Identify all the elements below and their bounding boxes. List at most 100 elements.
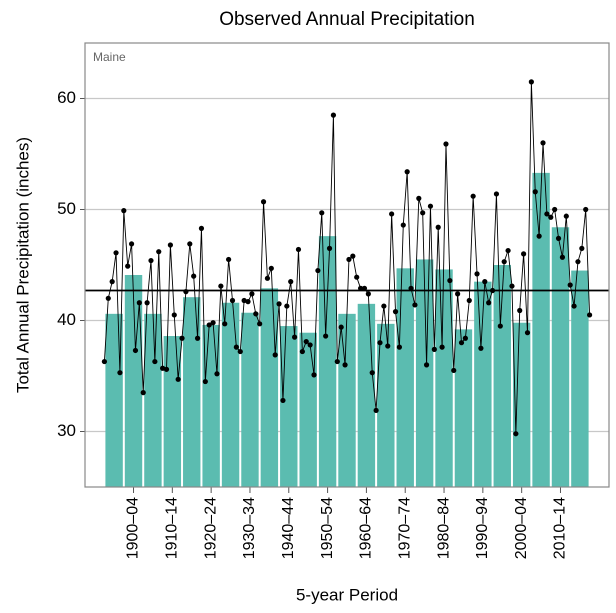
x-tick-label: 1970–74 bbox=[396, 497, 413, 559]
annual-point bbox=[202, 378, 208, 385]
annual-point bbox=[330, 112, 337, 118]
annual-point bbox=[179, 335, 185, 341]
annual-point bbox=[555, 235, 562, 241]
annual-point bbox=[392, 309, 399, 315]
annual-point bbox=[509, 283, 515, 289]
annual-point bbox=[206, 322, 212, 328]
y-tick-label: 30 bbox=[57, 421, 76, 440]
annual-point bbox=[532, 189, 538, 195]
bar bbox=[474, 281, 492, 487]
annual-point bbox=[455, 291, 461, 297]
annual-point bbox=[482, 279, 488, 285]
annual-point bbox=[295, 246, 302, 253]
y-tick-label: 40 bbox=[57, 310, 76, 329]
annual-point bbox=[117, 370, 123, 376]
annual-point bbox=[575, 259, 581, 265]
annual-point bbox=[489, 287, 496, 294]
annual-point bbox=[373, 407, 379, 414]
bar bbox=[202, 324, 220, 487]
y-tick-label: 50 bbox=[57, 199, 76, 218]
bar bbox=[280, 326, 298, 487]
annual-point bbox=[338, 324, 344, 330]
annual-point bbox=[342, 362, 348, 368]
annual-point bbox=[586, 312, 593, 318]
annual-point bbox=[253, 311, 259, 317]
annual-point bbox=[264, 275, 271, 281]
x-tick-label: 1920–24 bbox=[202, 497, 219, 559]
annual-point bbox=[136, 300, 142, 306]
annual-point bbox=[307, 342, 313, 348]
annual-point bbox=[125, 263, 131, 269]
x-tick-label: 1980–84 bbox=[435, 497, 452, 559]
annual-point bbox=[152, 358, 158, 365]
annual-point bbox=[218, 283, 224, 289]
bar bbox=[105, 313, 123, 487]
annual-point bbox=[381, 303, 387, 309]
annual-point bbox=[171, 312, 177, 318]
bar bbox=[454, 329, 473, 487]
annual-point bbox=[486, 300, 492, 306]
annual-point bbox=[451, 367, 457, 374]
annual-point bbox=[416, 195, 422, 201]
annual-point bbox=[284, 303, 290, 309]
bar bbox=[357, 303, 376, 487]
annual-point bbox=[435, 224, 441, 230]
annual-point bbox=[233, 344, 239, 350]
x-tick-label: 1990–94 bbox=[474, 497, 491, 559]
annual-point bbox=[121, 208, 127, 214]
annual-point bbox=[524, 330, 531, 336]
annual-point bbox=[536, 233, 542, 239]
annual-point bbox=[443, 141, 449, 147]
annual-point bbox=[497, 323, 503, 329]
bar bbox=[221, 302, 240, 487]
annual-point bbox=[505, 247, 511, 254]
annual-point bbox=[478, 345, 484, 351]
annual-point bbox=[191, 273, 197, 279]
annual-point bbox=[350, 253, 356, 259]
annual-point bbox=[579, 245, 585, 251]
annual-point bbox=[385, 343, 391, 349]
annual-point bbox=[400, 222, 406, 228]
annual-point bbox=[354, 274, 360, 280]
annual-point bbox=[210, 320, 216, 326]
annual-point bbox=[288, 279, 294, 285]
annual-point bbox=[140, 390, 146, 396]
bar bbox=[124, 274, 143, 487]
annual-point bbox=[229, 297, 236, 304]
annual-point bbox=[268, 265, 274, 271]
annual-point bbox=[548, 214, 554, 220]
annual-point bbox=[521, 251, 527, 257]
annual-point bbox=[222, 321, 228, 327]
chart-title: Observed Annual Precipitation bbox=[219, 9, 475, 30]
y-axis-label: Total Annual Precipitation (inches) bbox=[13, 137, 32, 393]
annual-point bbox=[105, 295, 111, 301]
bar bbox=[396, 268, 414, 487]
annual-point bbox=[245, 299, 251, 305]
bar bbox=[144, 313, 162, 487]
annual-point bbox=[377, 340, 383, 346]
annual-point bbox=[156, 249, 162, 255]
annual-point bbox=[439, 344, 445, 350]
x-axis-label: 5-year Period bbox=[296, 585, 398, 604]
annual-point bbox=[280, 397, 286, 404]
annual-point bbox=[466, 297, 472, 304]
annual-point bbox=[194, 335, 201, 341]
annual-point bbox=[552, 206, 558, 213]
annual-point bbox=[458, 340, 465, 346]
annual-point bbox=[128, 241, 135, 247]
annual-point bbox=[501, 259, 507, 265]
annual-point bbox=[323, 333, 329, 339]
bar bbox=[435, 269, 453, 487]
bar bbox=[493, 265, 511, 487]
bar bbox=[512, 322, 531, 487]
annual-point bbox=[249, 291, 255, 297]
bar bbox=[299, 332, 317, 487]
annual-point bbox=[187, 241, 193, 247]
bar bbox=[532, 172, 550, 487]
annual-point bbox=[396, 344, 402, 350]
plot-frame bbox=[84, 42, 610, 488]
bar bbox=[163, 336, 182, 487]
annual-point bbox=[365, 291, 371, 297]
annual-point bbox=[540, 140, 546, 146]
bar bbox=[183, 297, 201, 487]
